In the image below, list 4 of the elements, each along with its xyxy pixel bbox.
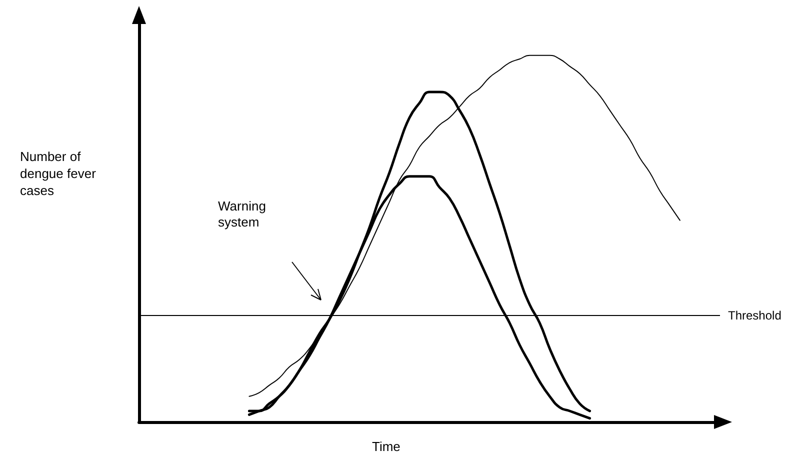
x-axis-title: Time bbox=[372, 439, 400, 454]
annotation: Warning system bbox=[218, 198, 270, 230]
y-axis-title: Number of dengue fever cases bbox=[20, 149, 100, 198]
ref-line-label: Threshold bbox=[728, 308, 782, 323]
